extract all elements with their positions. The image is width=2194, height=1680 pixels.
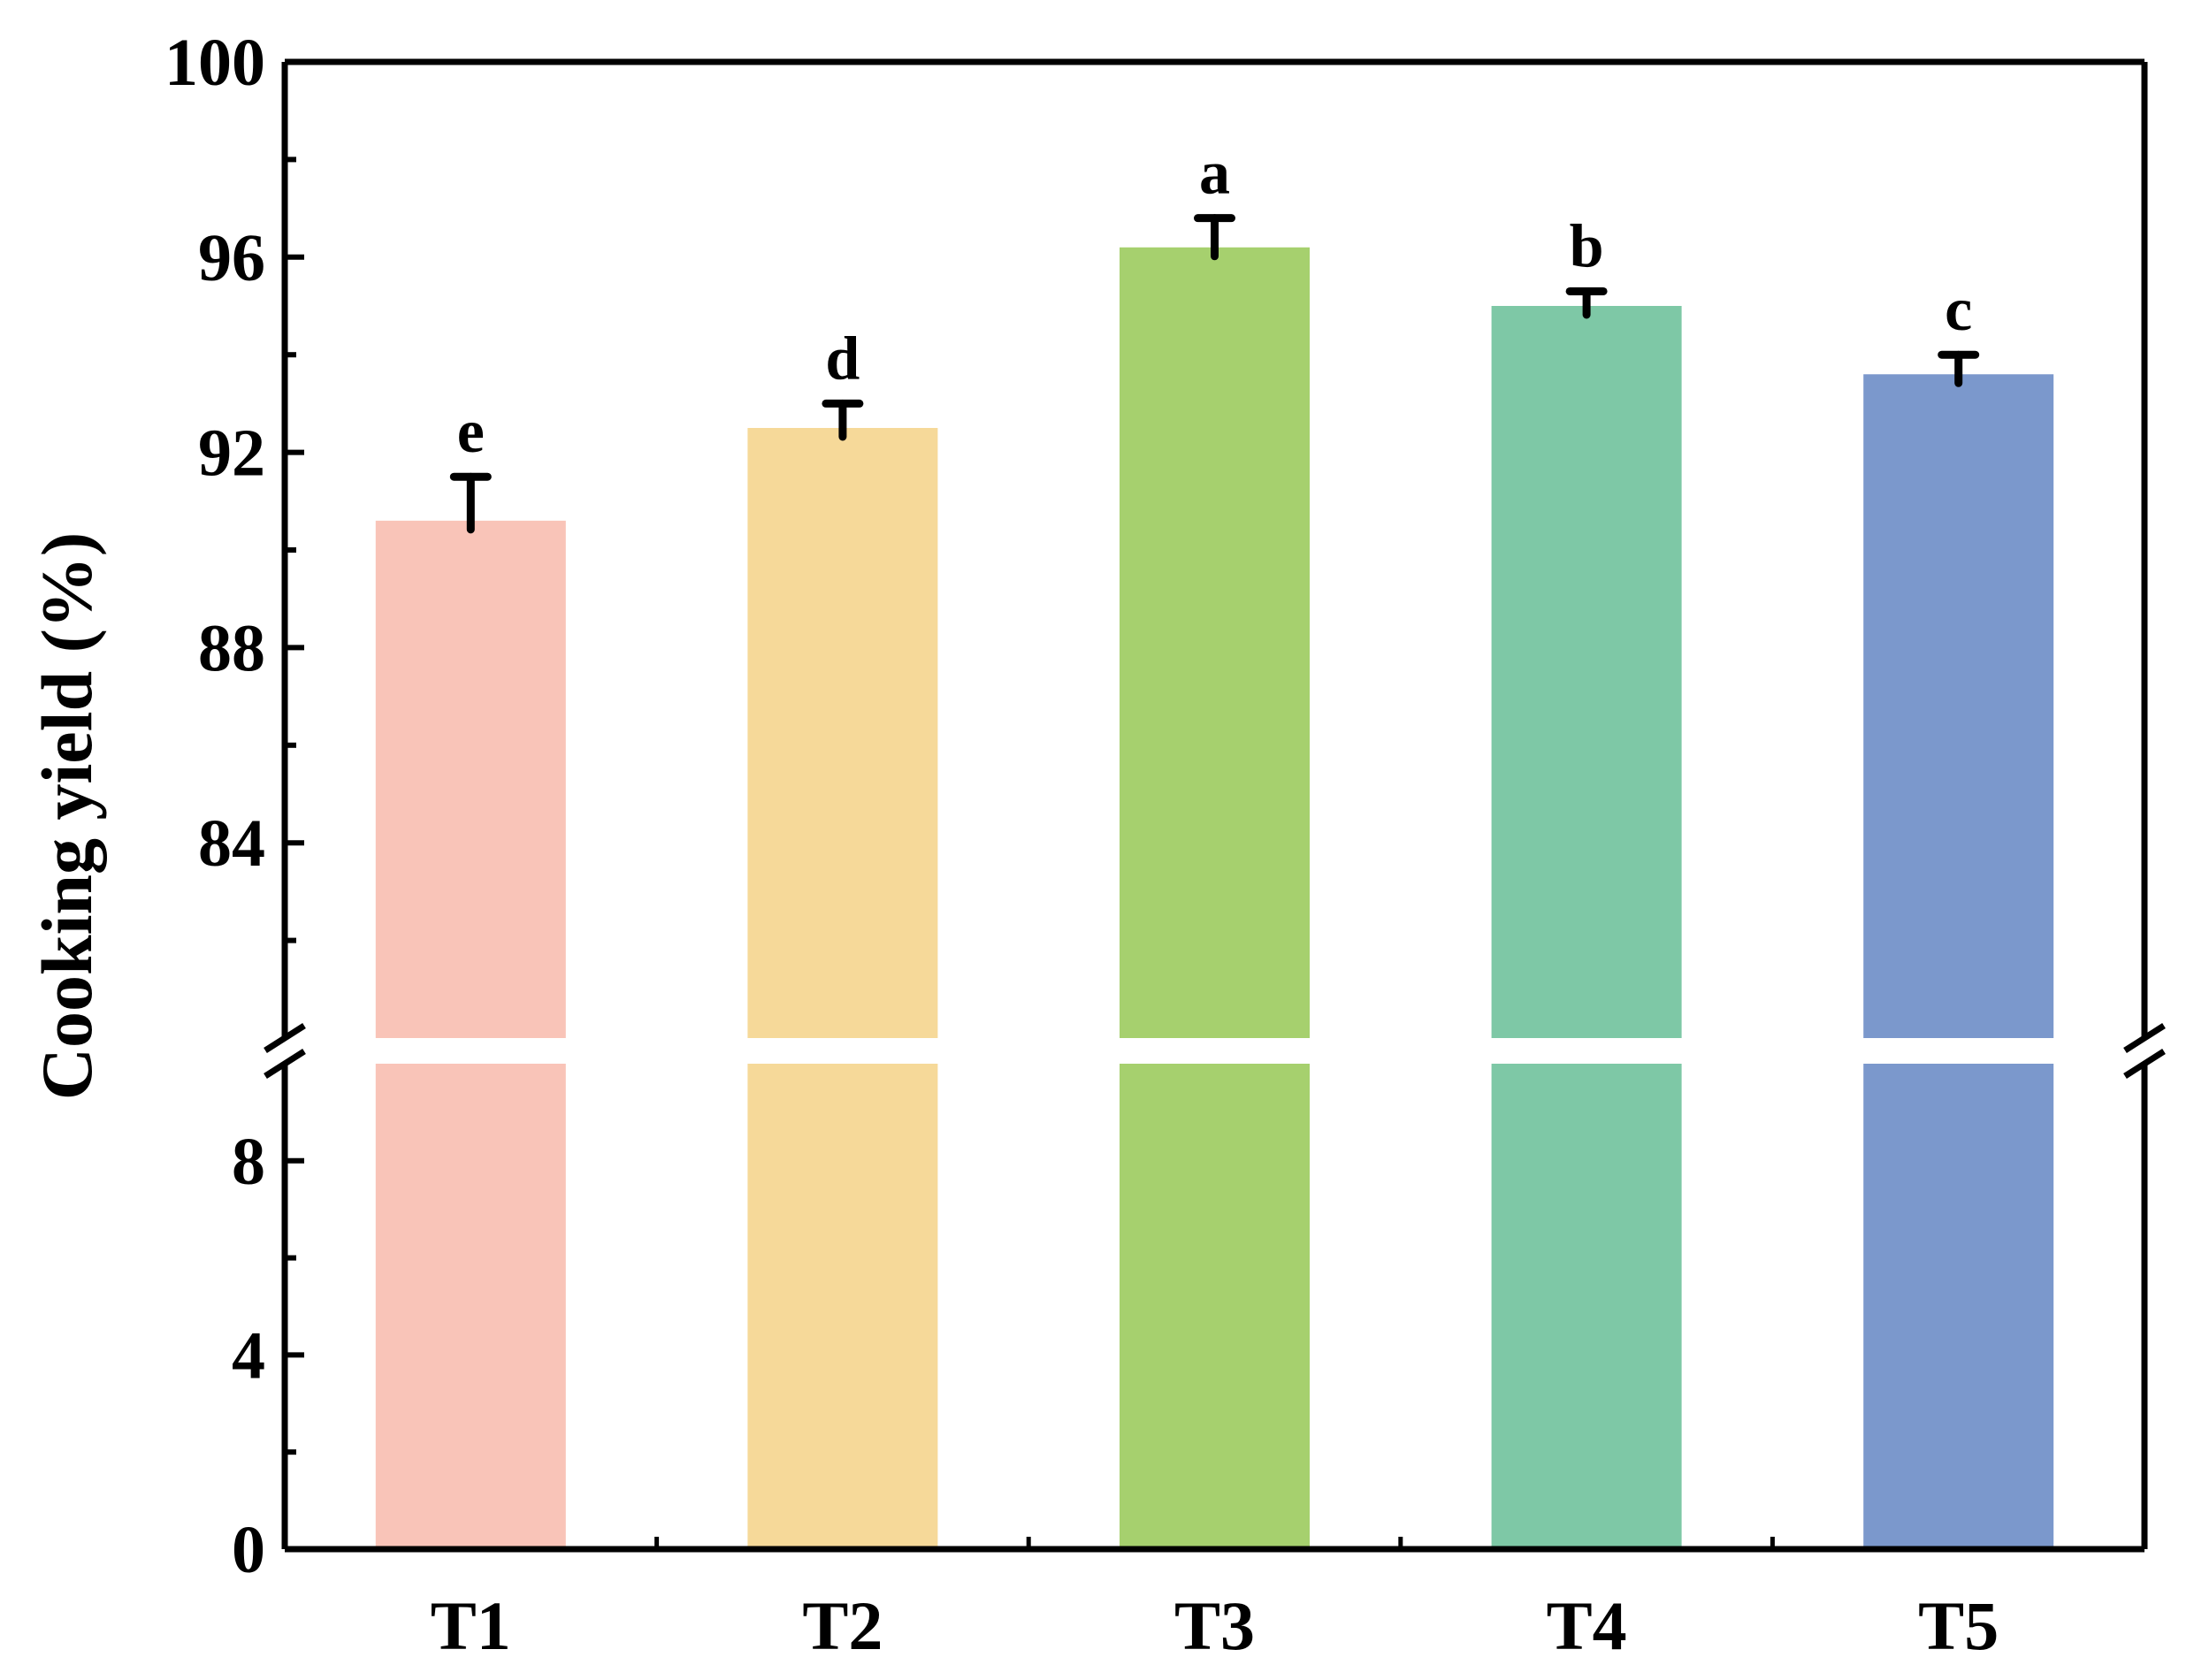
break-mark-left-1 — [264, 1023, 306, 1053]
significance-label-t4: b — [1570, 212, 1604, 280]
bar-t1-lower — [375, 1064, 566, 1549]
y-tick-label: 96 — [198, 221, 265, 295]
break-mark-right-1 — [2123, 1023, 2166, 1053]
bar-t3-upper — [1120, 247, 1310, 1038]
significance-label-t5: c — [1945, 276, 1972, 344]
x-tick-label-t3: T3 — [1174, 1587, 1255, 1664]
bar-t5-upper — [1863, 374, 2054, 1038]
error-bars — [449, 214, 1980, 534]
y-tick-label: 0 — [232, 1513, 265, 1587]
y-tick-label: 92 — [198, 416, 265, 491]
ticks: T1 T2 T3 T4 T5 0 4 8 84 88 92 96 100 — [164, 26, 1999, 1664]
significance-label-t2: d — [825, 325, 860, 393]
y-tick-label: 4 — [232, 1318, 265, 1393]
bar-t4-upper — [1491, 306, 1682, 1038]
significance-labels: e d a b c — [457, 140, 1972, 467]
x-tick-label-t1: T1 — [431, 1587, 511, 1664]
x-tick-label-t5: T5 — [1918, 1587, 1999, 1664]
y-tick-label: 84 — [198, 806, 265, 881]
bar-t5-lower — [1863, 1064, 2054, 1549]
bar-t1-upper — [375, 520, 566, 1038]
break-mark-left-2 — [264, 1049, 306, 1079]
y-tick-label: 8 — [232, 1125, 265, 1199]
bar-t2-lower — [747, 1064, 938, 1549]
bar-t3-lower — [1120, 1064, 1310, 1549]
y-axis-label: Cooking yield (%) — [27, 532, 107, 1100]
significance-label-t3: a — [1199, 140, 1230, 208]
break-mark-right-2 — [2123, 1049, 2166, 1079]
x-tick-label-t2: T2 — [802, 1587, 883, 1664]
bar-t4-lower — [1491, 1064, 1682, 1549]
y-tick-label: 88 — [198, 611, 265, 685]
axis-break-gap — [290, 1038, 2139, 1064]
significance-label-t1: e — [457, 398, 485, 466]
axes — [264, 58, 2166, 1553]
x-tick-label-t4: T4 — [1547, 1587, 1627, 1664]
bars — [290, 247, 2139, 1549]
y-tick-label: 100 — [164, 26, 265, 100]
bar-t2-upper — [747, 428, 938, 1038]
